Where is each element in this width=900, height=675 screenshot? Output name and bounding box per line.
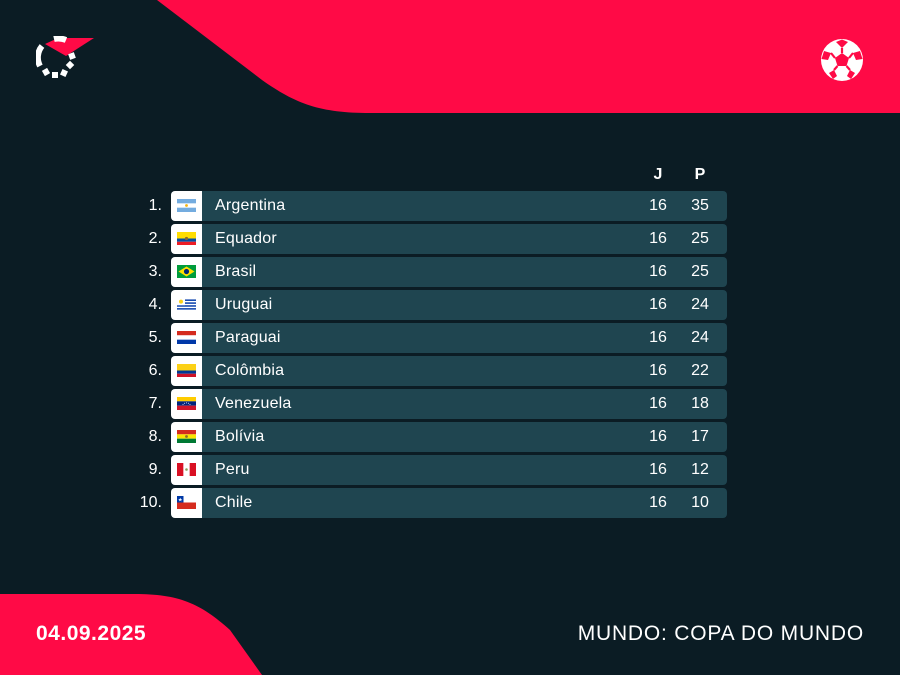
table-header: J P — [0, 164, 900, 186]
flag-container — [171, 422, 202, 452]
points: 24 — [691, 296, 709, 313]
team-name: Chile — [215, 494, 253, 511]
team-name: Colômbia — [215, 362, 285, 379]
table-row: 10. Chile 16 10 — [0, 488, 900, 518]
games-played: 16 — [649, 329, 667, 346]
flag-paraguay-icon — [177, 331, 196, 344]
points: 18 — [691, 395, 709, 412]
flag-container — [171, 488, 202, 518]
date-label: 04.09.2025 — [36, 622, 147, 645]
table-row: 1. Argentina 16 35 — [0, 191, 900, 221]
flag-argentina-icon — [177, 199, 196, 212]
table-row: 4. Uruguai 16 24 — [0, 290, 900, 320]
rank-label: 6. — [148, 362, 162, 379]
table-row: 7. Venezuela 16 18 — [0, 389, 900, 419]
games-played: 16 — [649, 296, 667, 313]
games-played: 16 — [649, 263, 667, 280]
team-row-bar: Chile 16 10 — [171, 488, 727, 518]
team-row-bar: Uruguai 16 24 — [171, 290, 727, 320]
points: 10 — [691, 494, 709, 511]
flag-chile-icon — [177, 496, 196, 509]
team-name: Brasil — [215, 263, 257, 280]
team-name: Equador — [215, 230, 277, 247]
football-icon — [821, 39, 863, 81]
table-row: 2. Equador 16 25 — [0, 224, 900, 254]
flag-container — [171, 224, 202, 254]
flag-container — [171, 191, 202, 221]
flag-brazil-icon — [177, 265, 196, 278]
rank-label: 9. — [148, 461, 162, 478]
flag-colombia-icon — [177, 364, 196, 377]
rank-label: 8. — [148, 428, 162, 445]
games-played: 16 — [649, 494, 667, 511]
games-played: 16 — [649, 230, 667, 247]
rank-label: 1. — [148, 197, 162, 214]
table-row: 9. Peru 16 12 — [0, 455, 900, 485]
flag-ecuador-icon — [177, 232, 196, 245]
games-played: 16 — [649, 461, 667, 478]
table-row: 5. Paraguai 16 24 — [0, 323, 900, 353]
team-name: Argentina — [215, 197, 286, 214]
team-name: Bolívia — [215, 428, 265, 445]
team-row-bar: Paraguai 16 24 — [171, 323, 727, 353]
team-row-bar: Venezuela 16 18 — [171, 389, 727, 419]
team-name: Uruguai — [215, 296, 273, 313]
table-row: 8. Bolívia 16 17 — [0, 422, 900, 452]
games-played: 16 — [649, 362, 667, 379]
team-name: Venezuela — [215, 395, 292, 412]
points: 24 — [691, 329, 709, 346]
flag-uruguay-icon — [177, 298, 196, 311]
games-column-header: J — [653, 166, 663, 183]
competition-label: MUNDO: COPA DO MUNDO — [577, 622, 864, 645]
flag-container — [171, 290, 202, 320]
points: 25 — [691, 263, 709, 280]
flag-container — [171, 389, 202, 419]
team-row-bar: Bolívia 16 17 — [171, 422, 727, 452]
flag-container — [171, 356, 202, 386]
flag-container — [171, 257, 202, 287]
points: 12 — [691, 461, 709, 478]
team-name: Paraguai — [215, 329, 281, 346]
team-row-bar: Argentina 16 35 — [171, 191, 727, 221]
flag-bolivia-icon — [177, 430, 196, 443]
rank-label: 5. — [148, 329, 162, 346]
flashscore-logo-icon — [36, 36, 94, 78]
points-column-header: P — [694, 166, 706, 183]
games-played: 16 — [649, 428, 667, 445]
points: 22 — [691, 362, 709, 379]
rank-label: 3. — [148, 263, 162, 280]
points: 17 — [691, 428, 709, 445]
rank-label: 10. — [139, 494, 162, 511]
team-row-bar: Colômbia 16 22 — [171, 356, 727, 386]
games-played: 16 — [649, 395, 667, 412]
rank-label: 7. — [148, 395, 162, 412]
points: 35 — [691, 197, 709, 214]
table-row: 6. Colômbia 16 22 — [0, 356, 900, 386]
top-accent-shape — [157, 0, 900, 113]
flag-container — [171, 323, 202, 353]
team-row-bar: Peru 16 12 — [171, 455, 727, 485]
flag-container — [171, 455, 202, 485]
rank-label: 4. — [148, 296, 162, 313]
flag-venezuela-icon — [177, 397, 196, 410]
games-played: 16 — [649, 197, 667, 214]
table-row: 3. Brasil 16 25 — [0, 257, 900, 287]
team-row-bar: Brasil 16 25 — [171, 257, 727, 287]
team-row-bar: Equador 16 25 — [171, 224, 727, 254]
flag-peru-icon — [177, 463, 196, 476]
rank-label: 2. — [148, 230, 162, 247]
points: 25 — [691, 230, 709, 247]
team-name: Peru — [215, 461, 250, 478]
